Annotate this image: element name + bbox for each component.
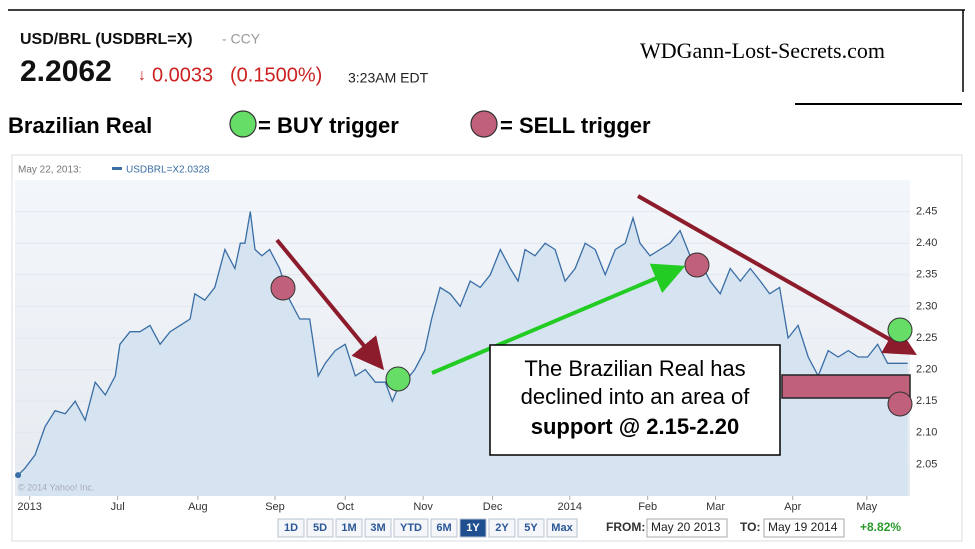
line xyxy=(17,211,908,476)
range-button[interactable] xyxy=(277,518,305,538)
callout-line: declined into an area of xyxy=(521,384,751,409)
y-tick-label: 2.40 xyxy=(916,237,937,249)
sell-arrow xyxy=(275,238,385,371)
to-input[interactable] xyxy=(763,518,845,538)
support-zone xyxy=(781,374,911,399)
range-button[interactable] xyxy=(364,518,392,538)
from-label: FROM: xyxy=(606,520,645,534)
x-tick-label: May xyxy=(856,501,877,513)
range-label: 5D xyxy=(313,522,327,534)
range-button[interactable] xyxy=(335,518,363,538)
site: WDGann-Lost-Secrets.com xyxy=(640,38,885,63)
y-tick-label: 2.45 xyxy=(916,206,937,218)
controls: 1D 5D 1M 3M YTD 6M 1Y 2Y 5Y Max xyxy=(277,518,578,538)
callout-line: The Brazilian Real has xyxy=(524,356,745,381)
quote-time: 3:23AM EDT xyxy=(348,70,429,86)
hover-date: May 22, 2013: xyxy=(18,165,81,176)
change-pct: (0.1500%) xyxy=(230,64,322,86)
sell-marker xyxy=(684,252,710,278)
callout-emphasis: support @ 2.15-2.20 xyxy=(531,414,740,439)
x-tick-label: Nov xyxy=(413,501,433,513)
range-label: 1Y xyxy=(466,522,480,534)
buy-marker xyxy=(385,366,411,392)
legend-title: Brazilian Real xyxy=(8,113,152,138)
hover-value: 2.0328 xyxy=(179,165,210,176)
range-label: YTD xyxy=(400,522,422,534)
range-button[interactable] xyxy=(306,518,334,538)
range-button[interactable] xyxy=(517,518,545,538)
legend-buy: = BUY trigger xyxy=(258,113,399,138)
to-label: TO: xyxy=(740,520,760,534)
start-point xyxy=(15,472,22,479)
x-tick-label: Jul xyxy=(111,501,125,513)
y-tick-label: 2.05 xyxy=(916,458,937,470)
range-button[interactable] xyxy=(430,518,458,538)
range-button[interactable] xyxy=(546,518,578,538)
price: 2.2062 xyxy=(20,55,112,88)
down-arrow: ↓ xyxy=(138,67,146,84)
series-swatch xyxy=(112,167,122,170)
buy-arrow xyxy=(431,263,686,375)
y-tick-label: 2.20 xyxy=(916,364,937,376)
x-tick-label: 2013 xyxy=(17,501,41,513)
range-label: 1D xyxy=(284,522,298,534)
x-tick-label: Apr xyxy=(784,501,801,513)
x-tick-label: Feb xyxy=(638,501,657,513)
from-input[interactable] xyxy=(646,518,728,538)
range-label: 5Y xyxy=(524,522,538,534)
x-tick-label: 2014 xyxy=(558,501,582,513)
sell-swatch xyxy=(470,110,498,138)
performance: +8.82% xyxy=(860,520,901,534)
x-tick-label: Aug xyxy=(188,501,208,513)
y-tick-label: 2.30 xyxy=(916,300,937,312)
sell-marker xyxy=(887,391,913,417)
symbol: USD/BRL (USDBRL=X) xyxy=(20,31,193,48)
x-tick-label: Dec xyxy=(483,501,503,513)
y-tick-label: 2.15 xyxy=(916,395,937,407)
x-tick-label: Oct xyxy=(337,501,354,513)
x-tick-label: Mar xyxy=(706,501,725,513)
range-button[interactable] xyxy=(459,518,487,538)
from-date: May 20 2013 xyxy=(651,520,721,534)
range-label: Max xyxy=(551,522,573,534)
y-tick-label: 2.35 xyxy=(916,269,937,281)
change: 0.0033 xyxy=(152,64,213,86)
range-label: 1M xyxy=(341,522,356,534)
y-tick-label: 2.10 xyxy=(916,427,937,439)
range-button[interactable] xyxy=(488,518,516,538)
buy-swatch xyxy=(229,110,257,138)
sell-marker xyxy=(270,275,296,301)
buy-marker xyxy=(887,317,913,343)
series-name: USDBRL=X xyxy=(126,165,179,176)
quote-kind: - CCY xyxy=(222,31,261,47)
y-tick-label: 2.25 xyxy=(916,332,937,344)
to-date: May 19 2014 xyxy=(768,520,838,534)
copyright: © 2014 Yahoo! Inc. xyxy=(18,482,94,492)
legend-sell: = SELL trigger xyxy=(500,113,651,138)
trend-arrow xyxy=(637,194,917,355)
callout-box xyxy=(489,344,781,456)
range-button[interactable] xyxy=(393,518,429,538)
range-label: 2Y xyxy=(495,522,509,534)
range-label: 6M xyxy=(436,522,451,534)
x-tick-label: Sep xyxy=(265,501,285,513)
range-label: 3M xyxy=(370,522,385,534)
